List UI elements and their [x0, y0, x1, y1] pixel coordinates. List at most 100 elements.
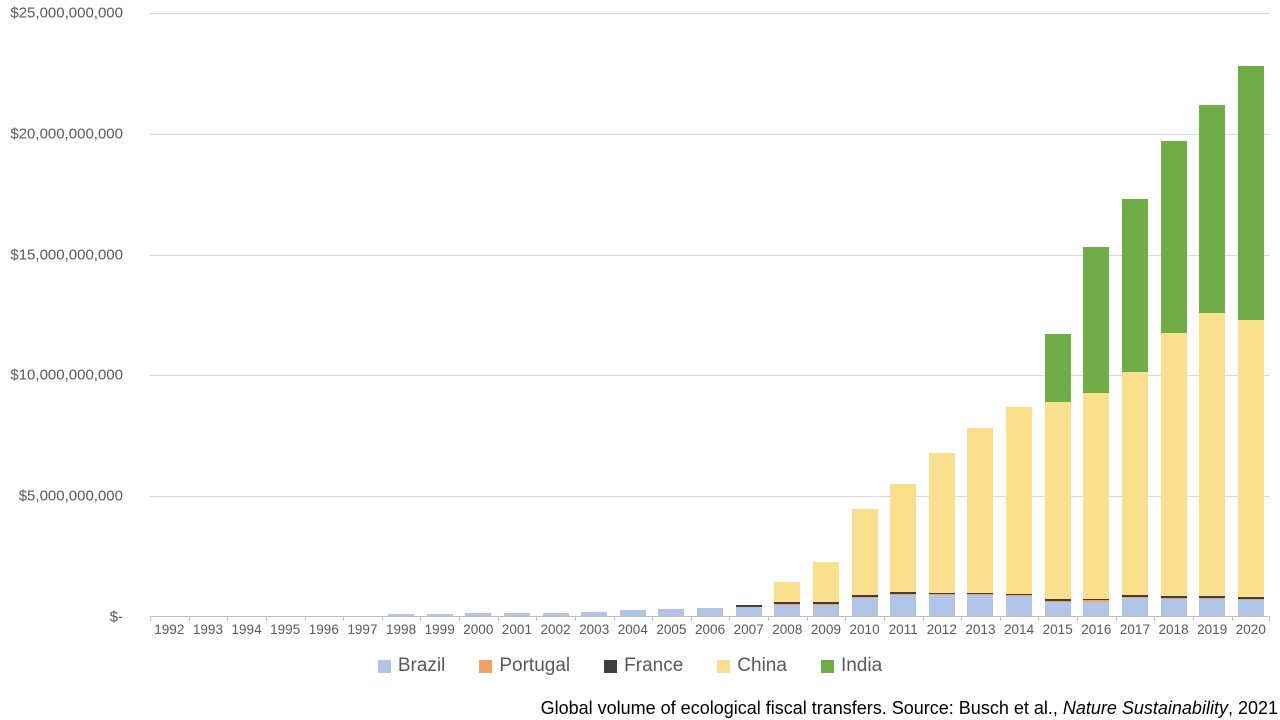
bar-column-1997: 1997	[343, 13, 382, 636]
axis-tick	[304, 616, 306, 621]
x-axis-tick-label: 2001	[501, 622, 532, 637]
bar-segment-china-2012	[928, 453, 955, 593]
stacked-bar-2009	[812, 561, 839, 616]
stacked-bar-2001	[503, 613, 530, 616]
axis-tick	[1269, 616, 1270, 621]
bar-columns: 1992 1993 1994 1995 1996 1997 1998 1999 2000 2001…	[150, 13, 1270, 636]
axis-tick	[1231, 616, 1233, 621]
bar-segment-brazil-2016	[1083, 601, 1110, 616]
bar-column-2014: 2014	[999, 13, 1039, 636]
bar-segment-portugal-2012	[928, 594, 955, 596]
bar-segment-france-2009	[812, 602, 839, 604]
stacked-bar-2005	[658, 609, 685, 616]
stacked-bar-2016	[1083, 246, 1110, 616]
gridline	[150, 496, 1270, 498]
x-axis-tick-label: 2009	[810, 622, 841, 637]
bar-segment-brazil-2010	[851, 597, 878, 616]
axis-tick	[806, 616, 808, 621]
x-axis-tick-label: 1992	[154, 622, 185, 637]
bar-column-2019: 2019	[1192, 13, 1232, 636]
axis-tick	[690, 616, 692, 621]
axis-tick	[150, 616, 151, 621]
x-axis-tick-label: 1995	[270, 622, 301, 637]
bar-segment-brazil-2019	[1199, 598, 1226, 616]
bar-column-2005: 2005	[652, 13, 691, 636]
bar-column-2018: 2018	[1154, 13, 1193, 636]
bar-column-2000: 2000	[459, 13, 498, 636]
stacked-bar-2011	[890, 483, 917, 616]
bar-segment-france-2011	[890, 591, 917, 594]
y-axis-tick-label: $15,000,000,000	[10, 246, 123, 264]
bar-segment-france-2018	[1160, 595, 1187, 598]
bar-segment-portugal-2020	[1237, 598, 1264, 600]
axis-tick	[922, 616, 924, 621]
x-axis-tick-label: 2007	[733, 622, 764, 637]
stacked-bar-2017	[1121, 199, 1148, 616]
y-axis-tick-label: $10,000,000,000	[10, 366, 123, 384]
legend-swatch-icon	[820, 659, 834, 673]
x-axis-tick-label: 2006	[695, 622, 726, 637]
bar-segment-china-2013	[967, 427, 994, 593]
legend-label: Portugal	[499, 655, 571, 676]
gridline	[150, 133, 1270, 135]
legend: Brazil Portugal France China India	[0, 655, 1260, 678]
bar-segment-france-2012	[928, 592, 955, 595]
bar-column-1992: 1992	[150, 13, 189, 636]
bar-segment-france-2008	[774, 602, 801, 604]
gridline	[150, 375, 1270, 377]
legend-label: India	[840, 655, 883, 676]
caption-source-italic: Nature Sustainability	[1062, 698, 1228, 719]
bar-segment-brazil-2015	[1044, 601, 1071, 616]
axis-tick	[1154, 616, 1156, 621]
bar-segment-brazil-2012	[928, 595, 955, 616]
caption-text: Global volume of ecological fiscal trans…	[540, 698, 1063, 719]
bar-segment-portugal-2010	[851, 596, 878, 598]
legend-swatch-icon	[479, 659, 493, 673]
x-axis-tick-label: 2013	[965, 622, 996, 637]
bar-segment-india-2019	[1199, 105, 1226, 313]
bar-column-2010: 2010	[845, 13, 884, 636]
bar-segment-portugal-2009	[812, 603, 839, 606]
bar-segment-china-2011	[890, 483, 917, 592]
bar-segment-india-2018	[1160, 141, 1187, 333]
bar-column-2006: 2006	[690, 13, 730, 636]
axis-tick	[1038, 616, 1040, 621]
stacked-bar-2007	[735, 605, 762, 616]
caption-year: , 2021	[1227, 698, 1278, 719]
bar-column-2013: 2013	[961, 13, 1000, 636]
axis-tick	[961, 616, 963, 621]
bar-segment-portugal-2014	[1006, 595, 1033, 597]
x-axis-tick-label: 1996	[308, 622, 339, 637]
bar-segment-china-2014	[1006, 406, 1033, 594]
legend-item-portugal: Portugal	[479, 655, 570, 678]
x-axis-tick-label: 2019	[1197, 622, 1228, 637]
bar-segment-portugal-2011	[890, 593, 917, 595]
bar-segment-brazil-1999	[426, 613, 453, 616]
caption: Global volume of ecological fiscal trans…	[541, 698, 1278, 719]
axis-tick	[536, 616, 538, 621]
bar-column-1993: 1993	[188, 13, 228, 636]
bar-column-2015: 2015	[1038, 13, 1077, 636]
bar-column-2004: 2004	[613, 13, 653, 636]
x-axis-tick-label: 2004	[617, 622, 648, 637]
stacked-bar-2015	[1044, 333, 1071, 616]
bar-segment-brazil-2000	[465, 613, 492, 616]
stacked-bar-2002	[542, 613, 569, 616]
bar-segment-brazil-2018	[1160, 598, 1187, 616]
axis-tick	[381, 616, 383, 621]
stacked-bar-2003	[581, 611, 608, 616]
bar-column-2001: 2001	[497, 13, 537, 636]
axis-tick	[188, 616, 190, 621]
axis-tick	[420, 616, 422, 621]
bar-column-2002: 2002	[536, 13, 575, 636]
axis-tick	[265, 616, 267, 621]
bar-column-1994: 1994	[227, 13, 266, 636]
stacked-bar-2012	[928, 453, 955, 616]
x-axis-tick-label: 1994	[231, 622, 262, 637]
bar-segment-brazil-2014	[1006, 596, 1033, 616]
legend-swatch-icon	[604, 659, 618, 673]
axis-tick	[999, 616, 1001, 621]
axis-tick	[227, 616, 229, 621]
bar-segment-china-2018	[1160, 332, 1187, 596]
